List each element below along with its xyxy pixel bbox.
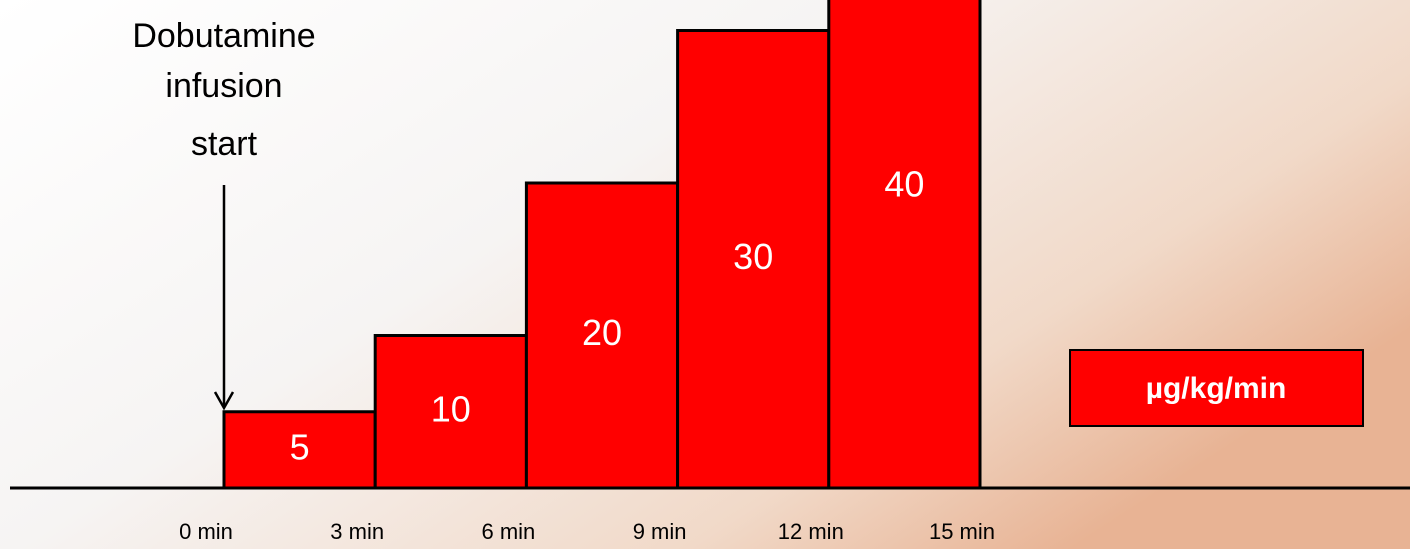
bar bbox=[827, 0, 982, 490]
x-tick-label: 9 min bbox=[633, 519, 687, 544]
value-label: 30 bbox=[733, 236, 773, 277]
x-tick-label: 3 min bbox=[330, 519, 384, 544]
unit-box bbox=[1069, 349, 1364, 427]
x-tick-label: 0 min bbox=[179, 519, 233, 544]
annotation: start bbox=[191, 125, 258, 163]
x-tick-label: 6 min bbox=[482, 519, 536, 544]
arrow-head bbox=[213, 391, 235, 411]
value-label: 40 bbox=[884, 164, 924, 205]
bar bbox=[524, 181, 680, 490]
value-label: 5 bbox=[290, 426, 310, 467]
x-tick-label: 15 min bbox=[929, 519, 995, 544]
bar bbox=[373, 334, 528, 490]
value-label: 20 bbox=[582, 312, 622, 353]
value-label: 10 bbox=[431, 388, 471, 429]
bar bbox=[222, 410, 377, 490]
annotation: Dobutamine bbox=[132, 17, 315, 55]
annotation: infusion bbox=[165, 67, 282, 105]
unit-label: µg/kg/min bbox=[1146, 372, 1287, 405]
x-tick-label: 12 min bbox=[778, 519, 844, 544]
